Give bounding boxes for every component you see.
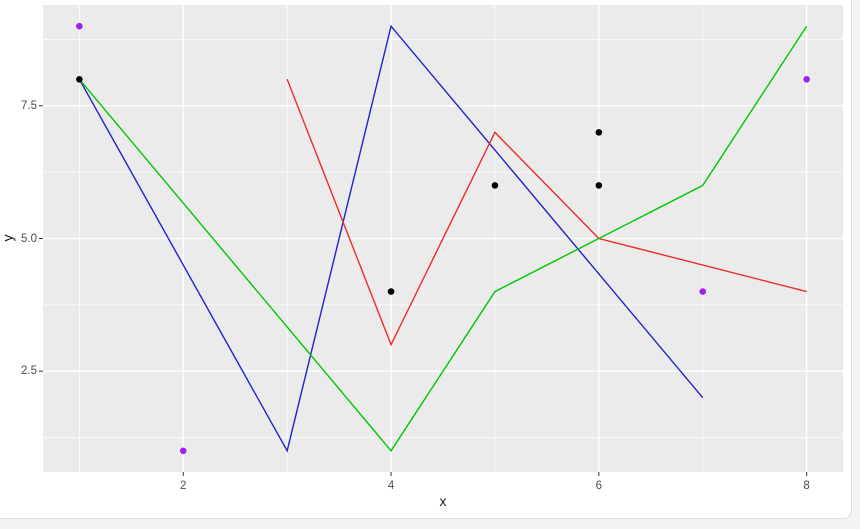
data-point — [595, 182, 603, 189]
x-axis-title: x — [439, 493, 447, 509]
scatter-black-points — [76, 75, 603, 295]
data-point — [76, 22, 83, 30]
data-point — [179, 447, 187, 455]
plot-pane: x y 2 4 6 8 2.5 5.0 7.5 — [0, 0, 852, 519]
data-point — [595, 129, 603, 136]
line-series-red-line — [286, 79, 807, 347]
x-tick-label: 6 — [595, 480, 603, 492]
chart-canvas — [39, 5, 843, 476]
x-tick-label: 2 — [180, 480, 187, 492]
x-tick-label: 4 — [387, 480, 395, 492]
data-point — [76, 75, 83, 83]
y-tick-label: 5.0 — [21, 232, 37, 245]
y-tick-label: 2.5 — [21, 365, 37, 378]
line-series-green-line — [78, 25, 808, 452]
scatter-purple-points — [76, 22, 810, 455]
data-point — [699, 288, 707, 295]
y-tick-label: 7.5 — [21, 99, 37, 112]
data-point — [387, 288, 395, 295]
line-series-blue-line — [78, 24, 704, 453]
y-axis-title: y — [0, 234, 16, 242]
data-point — [803, 75, 810, 83]
x-tick-label: 8 — [803, 480, 810, 492]
data-point — [491, 182, 499, 189]
axis-tick-marks — [39, 105, 808, 476]
